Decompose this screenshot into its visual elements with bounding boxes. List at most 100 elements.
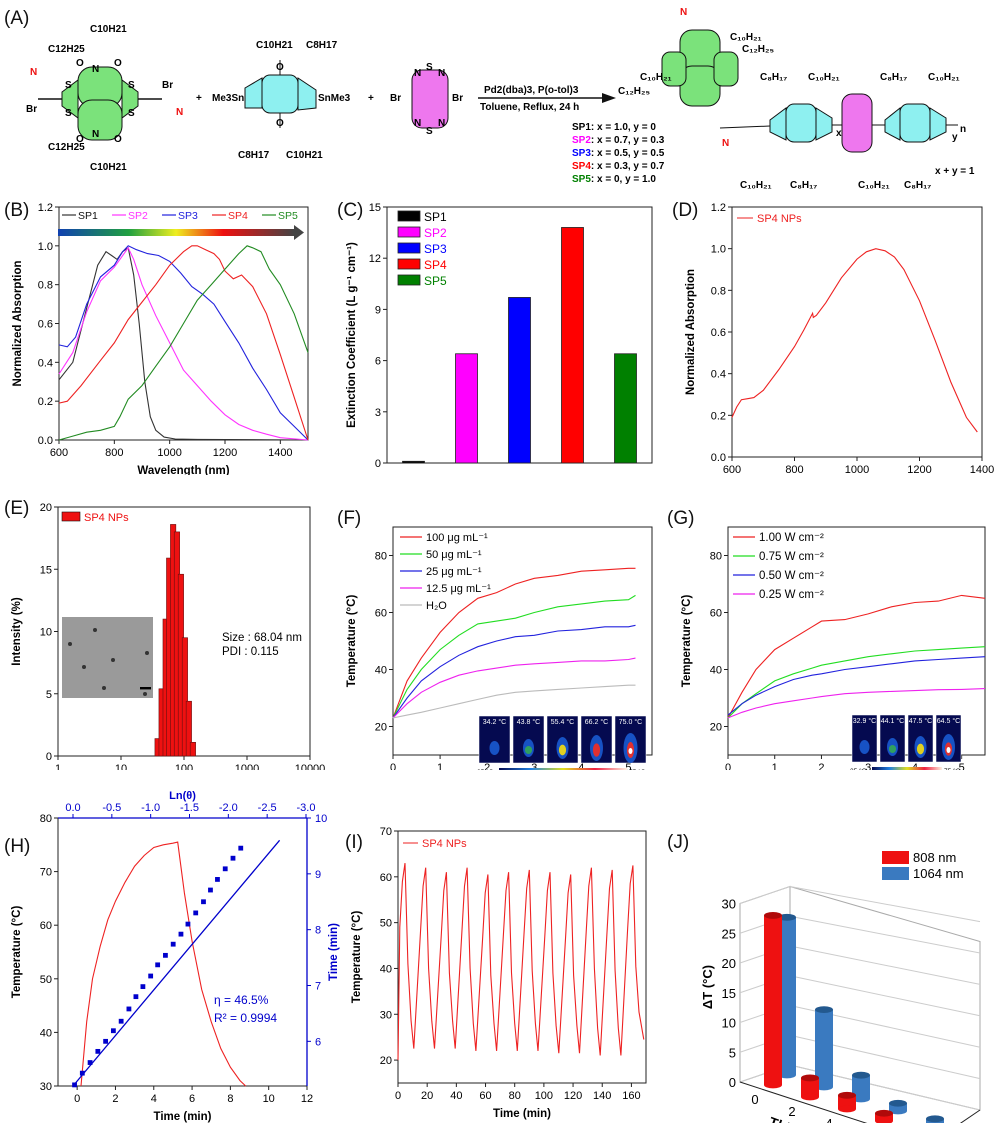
m2-bot-a: C8H17 [238,150,270,161]
x-tick-label: 3 [531,762,537,770]
x-tick-label: 800 [785,464,803,475]
thermal-temp-label: 44.1 °C [881,717,904,725]
x-tick-label: 2 [788,1104,795,1119]
bar-808nm [838,1095,856,1109]
x-tick-label: 20 [421,1090,433,1102]
panel-label-b: (B) [4,200,30,221]
y-tick-label: 0.8 [711,285,726,297]
monomer-3-structure: NSN NSN [411,62,449,137]
wavelength-gradient-bar [58,229,294,236]
y-tick-label: 60 [40,920,52,932]
thermal-hotspot-core [558,744,567,756]
x-axis-label: Thickness (mm) [767,1114,873,1123]
m3-right: Br [452,93,463,104]
thermal-hotspot [489,741,500,755]
legend-label: SP3 [424,242,447,256]
m3-left: Br [390,93,401,104]
y-tick-label: 60 [375,608,387,620]
depth-axis-line [959,1109,981,1123]
y-axis-label: Normalized Absorption [12,260,24,386]
legend-label: SP4 [424,258,447,272]
y-tick-label: 0.2 [38,396,53,408]
y-tick-label: 0.0 [711,452,726,464]
y-tick-label: 15 [40,564,52,576]
x-tick-label: 2 [112,1093,118,1105]
svg-text:O: O [276,62,284,73]
x-tick-label: 800 [105,447,123,459]
svg-text:O: O [276,118,284,129]
chart-d-np-absorption: 6008001000120014000.00.20.40.60.81.01.2W… [685,202,994,475]
y2-tick-label: 6 [315,1036,321,1048]
x-tick-label: 1 [55,763,61,770]
y-tick-label: 80 [40,813,52,825]
x-tick-label: 0 [725,762,731,770]
m2-bot-b: C10H21 [286,150,323,161]
bar-sp4 [561,227,584,464]
x-tick-label: 1000 [845,464,869,475]
series-line-sp2 [58,246,309,441]
legend-swatch [397,210,421,222]
bar-808nm-base [764,1081,782,1089]
legend-label: 808 nm [913,850,956,865]
series-line [392,657,636,719]
y-tick-label: 1.0 [711,244,726,256]
bar-808nm-top [764,912,782,919]
colorbar-min-label: 25 °C [850,767,867,770]
svg-text:C₁₀H₂₁: C₁₀H₂₁ [740,180,772,191]
panel-label-g: (G) [667,508,695,529]
ln-theta-point [163,952,168,958]
legend-label: SP4 NPs [84,512,129,524]
bar-sp5 [614,353,637,464]
bar-808nm-base [838,1105,856,1113]
x-tick-label: 120 [564,1090,582,1102]
legend-swatch [61,511,81,522]
y-tick-label: 0.2 [711,410,726,422]
grid-line [789,915,981,954]
svg-text:C₁₀H₂₁: C₁₀H₂₁ [730,32,762,43]
x2-tick-label: -0.5 [102,802,121,814]
svg-text:C₈H₁₇: C₈H₁₇ [904,180,931,191]
svg-text:C₁₂H₂₅: C₁₂H₂₅ [742,44,774,55]
thermal-hotspot-core [524,746,533,754]
legend-label: SP5 [424,274,447,288]
svg-text:S: S [426,62,433,73]
x2-tick-label: -1.5 [180,802,199,814]
thermal-colorbar [872,767,942,770]
grid-line [789,945,981,985]
thermal-temp-label: 55.4 °C [551,718,574,726]
tem-particle [111,658,115,662]
legend-swatch [397,258,421,270]
bar-sp2 [455,353,478,464]
ratio-sp5: SP5: x = 0, y = 1.0 [572,174,656,185]
legend-label: SP1 [78,210,98,222]
ln-theta-point [238,845,244,851]
ln-theta-point [79,1070,85,1076]
ratio-sp3: SP3: x = 0.5, y = 0.5 [572,148,665,159]
y-tick-label: 1.2 [38,202,53,214]
ln-theta-point [170,941,176,947]
polymer-sub-y: y [952,132,958,143]
m1-nitrile-right: N [176,107,183,118]
y-tick-label: 1.0 [38,241,53,253]
thermal-hotspot-peak [946,747,951,753]
svg-text:N: N [680,7,687,18]
x-tick-label: 2 [818,762,824,770]
y-tick-label: 0 [375,458,381,470]
y-tick-label: 20 [375,722,387,734]
series-line-sp4 [58,245,309,441]
svg-text:C₁₀H₂₁: C₁₀H₂₁ [928,72,960,83]
svg-text:O: O [76,58,84,69]
tem-inset-image [62,617,153,698]
plus-sign-1: + [196,93,202,104]
chart-f-concentration-heating: 01234520406080Time (min)Temperature (°C)… [346,526,653,770]
panel-label-d: (D) [672,200,699,221]
svg-text:C₈H₁₇: C₈H₁₇ [880,72,907,83]
y-tick-label: 80 [375,551,387,563]
legend-label: 25 μg mL⁻¹ [426,566,482,578]
bar-1064nm [815,1009,833,1087]
bar-1064nm-top [852,1071,870,1079]
y-tick-label: 60 [380,872,392,884]
x2-tick-label: -2.0 [219,802,238,814]
x-tick-label: 5 [625,762,631,770]
